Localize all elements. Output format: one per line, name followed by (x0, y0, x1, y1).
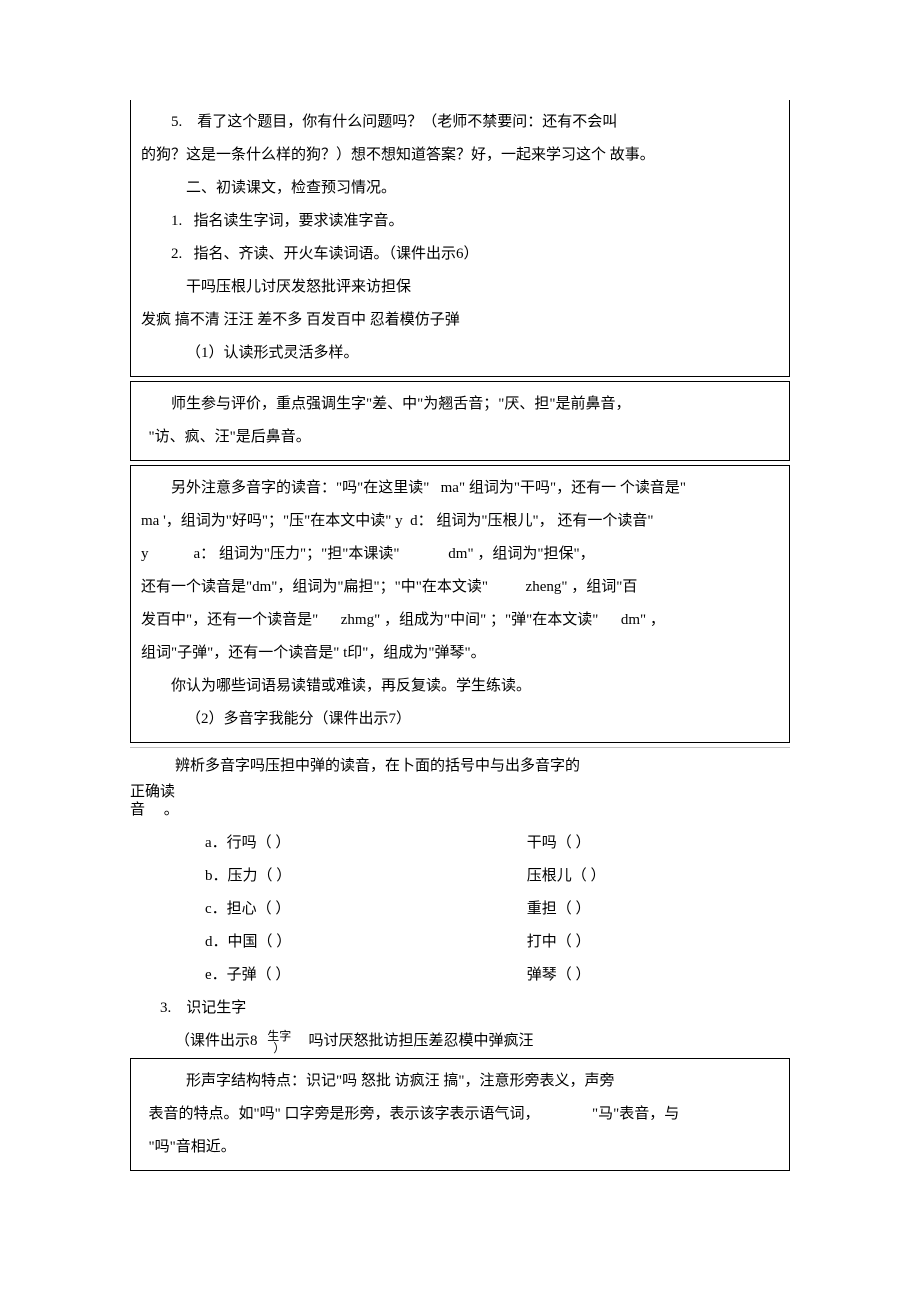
list-number: 5. (171, 114, 182, 130)
line: 2. 指名、齐读、开火车读词语。（课件出示6） (141, 238, 779, 271)
exercise-left: e．子弹（ ） (205, 959, 527, 992)
list-number: 2. (171, 246, 182, 262)
exercise-left: a．行吗（ ） (205, 827, 527, 860)
exercise-left: c．担心（ ） (205, 893, 527, 926)
divider (130, 747, 790, 748)
line: 另外注意多音字的读音："吗"在这里读" ma" 组词为"干吗"，还有一 个读音是… (141, 472, 779, 505)
line: 师生参与评价，重点强调生字"差、中"为翘舌音；"厌、担"是前鼻音， (141, 388, 779, 421)
exercise-right: 压根儿（ ） (527, 860, 790, 893)
exercise-right: 干吗（ ） (527, 827, 790, 860)
line: 你认为哪些词语易读错或难读，再反复读。学生练读。 (141, 670, 779, 703)
stacked-note: 生字 ） (267, 1030, 291, 1054)
exercise-row-d: d．中国（ ） 打中（ ） (130, 926, 790, 959)
line: "吗"音相近。 (141, 1131, 779, 1164)
exercise-right: 重担（ ） (527, 893, 790, 926)
exercise-row-a: a．行吗（ ） 干吗（ ） (130, 827, 790, 860)
exercise-left: d．中国（ ） (205, 926, 527, 959)
line: （2）多音字我能分（课件出示7） (141, 703, 779, 736)
exercise-row-e: e．子弹（ ） 弹琴（ ） (130, 959, 790, 992)
line: （1）认读形式灵活多样。 (141, 337, 779, 370)
section-box-1: 5. 看了这个题目，你有什么问题吗？（老师不禁要问：还有不会叫 的狗？这是一条什… (130, 100, 790, 377)
line: y a： 组词为"压力"；"担"本课读" dm" ，组词为"担保"， (141, 538, 779, 571)
line: 干吗压根儿讨厌发怒批评来访担保 (141, 271, 779, 304)
list-number: 1. (171, 213, 182, 229)
exercise-row-b: b．压力（ ） 压根儿（ ） (130, 860, 790, 893)
line: 的狗？这是一条什么样的狗？）想不想知道答案？好，一起来学习这个 故事。 (141, 139, 779, 172)
exercise-right: 弹琴（ ） (527, 959, 790, 992)
document-page: 5. 看了这个题目，你有什么问题吗？（老师不禁要问：还有不会叫 的狗？这是一条什… (0, 0, 920, 1235)
line: 组词"子弹"，还有一个读音是" t印"，组成为"弹琴"。 (141, 637, 779, 670)
line: 二、初读课文，检查预习情况。 (141, 172, 779, 205)
line: "访、疯、汪"是后鼻音。 (141, 421, 779, 454)
line: 形声字结构特点：识记"吗 怒批 访疯汪 搞"，注意形旁表义，声旁 (141, 1065, 779, 1098)
line: 还有一个读音是"dm"，组词为"扁担"；"中"在本文读" zheng" ，组词"… (141, 571, 779, 604)
line: 发百中"，还有一个读音是" zhmg" ，组成为"中间" ；"弹"在本文读" d… (141, 604, 779, 637)
line: （课件出示8 生字 ） 吗讨厌怒批访担压差忍模中弹疯汪 (130, 1025, 790, 1058)
line: 表音的特点。如"吗" 口字旁是形旁，表示该字表示语气词， "马"表音，与 (141, 1098, 779, 1131)
line: 5. 看了这个题目，你有什么问题吗？（老师不禁要问：还有不会叫 (141, 106, 779, 139)
line: 正确读 音 。 (130, 783, 790, 819)
line: 3. 识记生字 (130, 992, 790, 1025)
line: 发疯 搞不清 汪汪 差不多 百发百中 忍着模仿子弹 (141, 304, 779, 337)
section-box-4: 形声字结构特点：识记"吗 怒批 访疯汪 搞"，注意形旁表义，声旁 表音的特点。如… (130, 1058, 790, 1171)
list-number: 3. (160, 1000, 171, 1016)
exercise-left: b．压力（ ） (205, 860, 527, 893)
text: 指名、齐读、开火车读词语。（课件出示6） (194, 246, 479, 262)
exercise-row-c: c．担心（ ） 重担（ ） (130, 893, 790, 926)
line: 辨析多音字吗压担中弹的读音，在卜面的括号中与出多音字的 (130, 750, 790, 783)
text: 指名读生字词，要求读准字音。 (194, 213, 404, 229)
text: 看了这个题目，你有什么问题吗？（老师不禁要问：还有不会叫 (197, 114, 617, 130)
exercise-right: 打中（ ） (527, 926, 790, 959)
line: ma '，组词为"好吗"；"压"在本文中读" y d： 组词为"压根儿"， 还有… (141, 505, 779, 538)
section-box-3: 另外注意多音字的读音："吗"在这里读" ma" 组词为"干吗"，还有一 个读音是… (130, 465, 790, 743)
section-box-2: 师生参与评价，重点强调生字"差、中"为翘舌音；"厌、担"是前鼻音， "访、疯、汪… (130, 381, 790, 461)
line: 1. 指名读生字词，要求读准字音。 (141, 205, 779, 238)
